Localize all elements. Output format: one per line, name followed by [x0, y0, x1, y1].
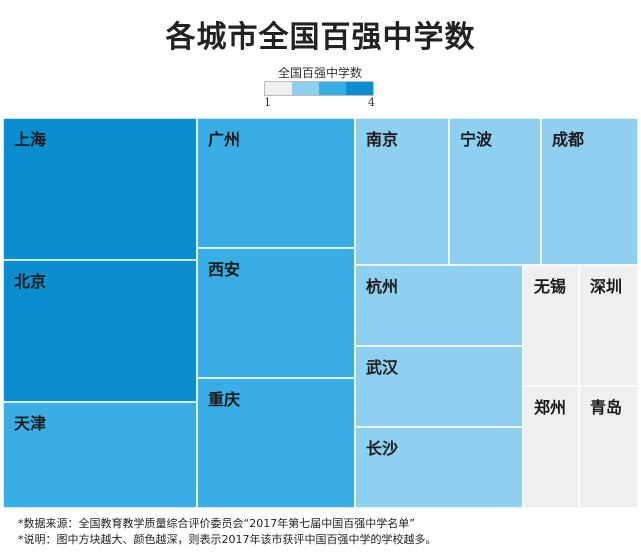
treemap-cell: 北京 — [2, 259, 198, 403]
treemap-cell: 长沙 — [354, 426, 524, 509]
treemap-cell: 成都 — [540, 117, 639, 266]
legend-swatch-2 — [292, 82, 319, 95]
treemap-rect — [540, 117, 639, 266]
treemap-cell-label: 宁波 — [460, 130, 493, 149]
treemap-cell: 天津 — [2, 401, 198, 509]
treemap-cell-label: 武汉 — [366, 358, 399, 377]
treemap-cell: 西安 — [196, 247, 356, 379]
treemap-cell-label: 南京 — [366, 130, 398, 149]
legend-swatch-3 — [319, 82, 346, 95]
chart-title: 各城市全国百强中学数 — [165, 20, 476, 55]
footnote-note: *说明：图中方块越大、颜色越深，则表示2017年该市获评中国百强中学的学校越多。 — [18, 533, 437, 546]
treemap-rect — [578, 385, 639, 509]
treemap-cell: 上海 — [2, 117, 198, 261]
treemap-cell: 重庆 — [196, 377, 356, 509]
treemap-cell: 无锡 — [522, 264, 580, 387]
treemap-rect — [354, 426, 524, 509]
treemap-cell: 南京 — [354, 117, 450, 266]
treemap-cell: 杭州 — [354, 264, 524, 347]
treemap-cell-label: 重庆 — [208, 390, 240, 409]
treemap-cell: 深圳 — [578, 264, 639, 387]
legend-swatch-1 — [265, 82, 292, 95]
treemap-rect — [354, 117, 450, 266]
treemap-cell-label: 杭州 — [366, 277, 398, 296]
treemap-rect — [354, 264, 524, 347]
treemap-cell-label: 天津 — [14, 414, 46, 433]
treemap-cell-label: 长沙 — [366, 439, 398, 458]
treemap-cell-label: 无锡 — [533, 277, 566, 296]
treemap-rect — [522, 385, 580, 509]
treemap-cell-label: 上海 — [14, 130, 46, 149]
treemap-cell-label: 西安 — [208, 260, 240, 279]
treemap-rect — [578, 264, 639, 387]
treemap-rect — [196, 377, 356, 509]
treemap-cell-label: 郑州 — [534, 398, 566, 417]
legend-min-label: 1 — [264, 96, 271, 109]
treemap-cell: 青岛 — [578, 385, 639, 509]
treemap-cell-label: 深圳 — [590, 277, 622, 296]
treemap-rect — [196, 247, 356, 379]
treemap-cell: 武汉 — [354, 345, 524, 428]
treemap-rect — [448, 117, 542, 266]
legend-swatch-4 — [346, 82, 373, 95]
legend-title: 全国百强中学数 — [277, 66, 362, 80]
treemap-cell-label: 青岛 — [590, 398, 622, 417]
treemap-cell-label: 北京 — [14, 272, 46, 291]
treemap-rect — [2, 401, 198, 509]
treemap-cell-label: 广州 — [208, 130, 240, 149]
footnote-source: *数据来源：全国教育教学质量综合评价委员会“2017年第七届中国百强中学名单” — [18, 517, 415, 530]
legend-max-label: 4 — [368, 96, 375, 109]
treemap-cell: 郑州 — [522, 385, 580, 509]
treemap-cell: 广州 — [196, 117, 356, 249]
color-legend-bar — [264, 81, 374, 96]
treemap-cell-label: 成都 — [552, 130, 584, 149]
treemap-cell: 宁波 — [448, 117, 542, 266]
